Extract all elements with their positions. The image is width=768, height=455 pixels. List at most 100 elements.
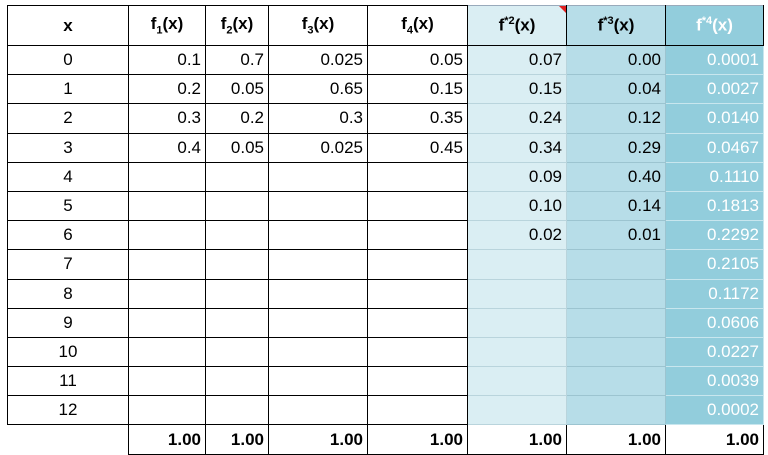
- total-cell: 1.00: [467, 424, 567, 455]
- x-cell: 7: [7, 249, 129, 280]
- header-main: f: [401, 14, 407, 34]
- value-cell: 0.2292: [665, 220, 764, 251]
- value-cell: 0.14: [566, 190, 666, 222]
- value-cell: 0.0002: [665, 395, 764, 426]
- total-cell: 1.00: [367, 424, 468, 455]
- data-row: 4 0.09 0.40 0.1110: [7, 161, 764, 192]
- total-cell: [7, 424, 129, 455]
- value-cell: 0.0027: [665, 74, 764, 105]
- header-sup: *3: [603, 15, 614, 28]
- value-cell: 0.05: [205, 132, 269, 163]
- header-main: x: [63, 15, 73, 35]
- value-cell: 0.4: [128, 132, 206, 163]
- header-sub: 4: [406, 24, 413, 37]
- header-tail: (x): [613, 15, 635, 35]
- column-header: f3(x): [268, 5, 368, 46]
- value-cell: 0.09: [467, 161, 567, 192]
- value-cell: [566, 395, 666, 426]
- value-cell: 0.05: [367, 44, 468, 76]
- value-cell: [268, 249, 368, 280]
- data-row: 5 0.10 0.14 0.1813: [7, 190, 764, 222]
- data-row: 7 0.2105: [7, 249, 764, 280]
- value-cell: [205, 220, 269, 251]
- x-cell: 3: [7, 132, 129, 163]
- value-cell: 0.15: [367, 74, 468, 105]
- header-tail: (x): [413, 14, 434, 34]
- value-cell: [205, 190, 269, 222]
- value-cell: 0.0001: [665, 44, 764, 76]
- value-cell: 0.025: [268, 132, 368, 163]
- distribution-table: x f1(x) f2(x) f3(x) f4(x) f*2(x) f*3(x) f*4(x) …: [7, 5, 764, 455]
- value-cell: [205, 366, 269, 397]
- x-cell: 2: [7, 103, 129, 134]
- value-cell: 0.3: [268, 103, 368, 134]
- value-cell: 0.40: [566, 161, 666, 192]
- value-cell: 0.0140: [665, 103, 764, 134]
- value-cell: [268, 190, 368, 222]
- value-cell: 0.01: [566, 220, 666, 251]
- x-cell: 8: [7, 278, 129, 309]
- value-cell: 0.0606: [665, 307, 764, 338]
- value-cell: [128, 307, 206, 338]
- value-cell: [467, 249, 567, 280]
- value-cell: 0.1110: [665, 161, 764, 192]
- column-header: f*2(x): [467, 5, 567, 46]
- header-main: f: [150, 14, 157, 34]
- header-tail: (x): [162, 14, 184, 34]
- value-cell: 0.1: [128, 44, 206, 76]
- value-cell: 0.45: [367, 132, 468, 163]
- header-tail: (x): [514, 15, 536, 35]
- table-body: 0 0.1 0.7 0.025 0.05 0.07 0.00 0.0001 1 0.2 0.05 0.…: [7, 44, 764, 455]
- value-cell: [367, 336, 468, 368]
- value-cell: 0.2: [128, 74, 206, 105]
- data-row: 11 0.0039: [7, 366, 764, 397]
- data-row: 0 0.1 0.7 0.025 0.05 0.07 0.00 0.0001: [7, 44, 764, 76]
- header-row: x f1(x) f2(x) f3(x) f4(x) f*2(x) f*3(x) f*4(x): [7, 5, 764, 46]
- header-main: f: [696, 15, 702, 35]
- value-cell: [367, 220, 468, 251]
- value-cell: [128, 366, 206, 397]
- value-cell: [566, 366, 666, 397]
- column-header: f*3(x): [566, 5, 666, 46]
- value-cell: [566, 307, 666, 338]
- value-cell: [128, 161, 206, 192]
- value-cell: [367, 366, 468, 397]
- value-cell: 0.0467: [665, 132, 764, 163]
- column-header: f1(x): [128, 5, 206, 46]
- value-cell: [367, 190, 468, 222]
- value-cell: 0.025: [268, 44, 368, 76]
- x-cell: 5: [7, 190, 129, 222]
- data-row: 9 0.0606: [7, 307, 764, 338]
- value-cell: 0.2105: [665, 249, 764, 280]
- totals-row: 1.00 1.00 1.00 1.00 1.00 1.00 1.00: [7, 424, 764, 455]
- value-cell: 0.12: [566, 103, 666, 134]
- header-main: f: [498, 15, 505, 35]
- value-cell: [367, 161, 468, 192]
- total-cell: 1.00: [566, 424, 666, 455]
- value-cell: 0.7: [205, 44, 269, 76]
- value-cell: 0.34: [467, 132, 567, 163]
- value-cell: [367, 278, 468, 309]
- value-cell: [205, 278, 269, 309]
- value-cell: [566, 249, 666, 280]
- x-cell: 4: [7, 161, 129, 192]
- column-header: x: [7, 5, 129, 46]
- value-cell: [128, 249, 206, 280]
- column-header: f4(x): [367, 5, 468, 46]
- value-cell: [367, 249, 468, 280]
- value-cell: [268, 395, 368, 426]
- total-cell: 1.00: [128, 424, 206, 455]
- x-cell: 10: [7, 336, 129, 368]
- value-cell: [128, 190, 206, 222]
- value-cell: 0.15: [467, 74, 567, 105]
- value-cell: [467, 307, 567, 338]
- value-cell: [467, 278, 567, 309]
- value-cell: [128, 220, 206, 251]
- sheet: x f1(x) f2(x) f3(x) f4(x) f*2(x) f*3(x) f*4(x) …: [7, 5, 764, 455]
- value-cell: [268, 307, 368, 338]
- value-cell: 0.35: [367, 103, 468, 134]
- column-header: f*4(x): [665, 5, 764, 46]
- header-main: f: [301, 14, 308, 34]
- header-tail: (x): [232, 14, 254, 34]
- value-cell: 0.04: [566, 74, 666, 105]
